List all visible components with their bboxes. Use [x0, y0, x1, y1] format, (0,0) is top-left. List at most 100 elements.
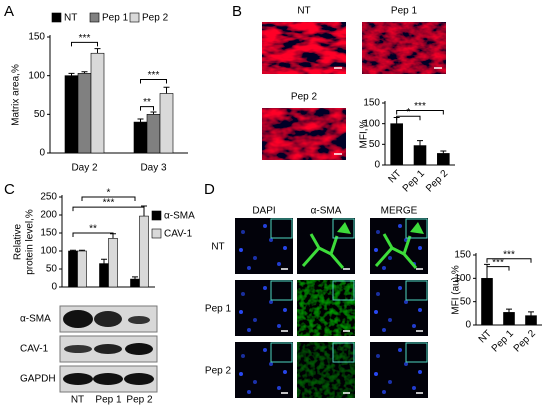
error-bar [68, 72, 75, 76]
nucleus [241, 230, 245, 234]
nucleus [247, 328, 251, 332]
significance-bracket [140, 106, 154, 111]
panel-label: A [4, 3, 14, 20]
micrograph [362, 22, 446, 74]
nucleus [382, 328, 386, 332]
x-tick-label: NT [477, 328, 494, 345]
nucleus [241, 354, 245, 358]
nucleus [398, 286, 402, 290]
nucleus [374, 310, 378, 314]
nucleus [247, 390, 251, 394]
nucleus [263, 286, 267, 290]
significance-label: *** [503, 249, 515, 260]
band [128, 316, 150, 324]
nucleus [283, 370, 287, 374]
significance-label: * [107, 188, 111, 199]
error-bar [94, 48, 101, 54]
nucleus [239, 310, 243, 314]
legend-swatch [151, 210, 162, 221]
nucleus [412, 386, 416, 390]
band [93, 373, 123, 385]
nucleus [418, 370, 422, 374]
micrograph [262, 108, 346, 160]
panel-label: D [204, 181, 215, 198]
panel-label: C [4, 181, 15, 198]
legend-swatch [129, 12, 140, 23]
nucleus [418, 246, 422, 250]
x-tick-label: NT [71, 395, 84, 406]
x-tick-label: Pep 1 [401, 168, 428, 195]
significance-bracket [72, 206, 145, 212]
nucleus [382, 390, 386, 394]
bar [437, 153, 450, 166]
y-tick-label: 50 [34, 109, 46, 120]
significance-label: *** [79, 33, 91, 44]
nucleus [277, 262, 281, 266]
nucleus [388, 256, 392, 260]
bar [68, 250, 78, 288]
error-bar [417, 140, 423, 146]
nucleus [398, 224, 402, 228]
error-bar [79, 249, 85, 251]
x-tick-label: Pep 1 [95, 395, 122, 406]
inset [270, 280, 293, 301]
blot-label: CAV-1 [20, 344, 49, 355]
nucleus [239, 248, 243, 252]
inset [270, 218, 293, 239]
nucleus [253, 380, 257, 384]
blot-label: GAPDH [20, 374, 56, 385]
bar [146, 114, 161, 154]
error-bar [150, 111, 157, 115]
y-axis-label: MFI (au),% [451, 265, 462, 315]
image-title: Pep 1 [391, 6, 418, 17]
panel-d-images: DAPI α-SMA MERGE NT Pep 1 Pep 2 [205, 206, 428, 398]
column-header: DAPI [252, 206, 275, 217]
blot-label: α-SMA [20, 314, 51, 325]
column-header: MERGE [381, 206, 418, 217]
nucleus [388, 380, 392, 384]
error-bar [440, 150, 447, 154]
error-bar [137, 118, 144, 123]
row-label: NT [211, 242, 224, 253]
y-tick-label: 0 [465, 320, 471, 331]
significance-label: *** [492, 257, 504, 268]
inset [405, 280, 428, 301]
bar [90, 52, 105, 154]
row-label: Pep 2 [205, 366, 232, 377]
y-tick-label: 50 [460, 296, 472, 307]
bar [133, 121, 148, 154]
error-bar [70, 249, 76, 251]
y-tick-label: 50 [369, 139, 381, 150]
y-tick-label: 150 [28, 32, 45, 43]
y-tick-label: 0 [39, 148, 45, 159]
y-tick-label: 50 [46, 264, 58, 275]
fiber [410, 222, 424, 234]
bar [108, 238, 118, 288]
significance-bracket [486, 266, 510, 271]
y-tick-label: 0 [374, 160, 380, 171]
significance-bracket [81, 196, 136, 201]
y-tick-label: 150 [363, 98, 380, 109]
nucleus [253, 318, 257, 322]
row-label: Pep 1 [205, 304, 232, 315]
bar [77, 250, 87, 288]
nucleus [283, 246, 287, 250]
bar [159, 93, 174, 154]
band [63, 373, 93, 385]
fiber [337, 222, 351, 234]
bar [481, 278, 493, 326]
significance-bracket [396, 115, 421, 121]
column-header: α-SMA [311, 206, 342, 217]
nucleus [418, 308, 422, 312]
nucleus [412, 324, 416, 328]
nucleus [241, 292, 245, 296]
nucleus [277, 324, 281, 328]
x-tick-label: Day 2 [71, 163, 98, 174]
panel-b-images: NT Pep 1 Pep 2 [262, 6, 446, 160]
nucleus [253, 256, 257, 260]
nucleus [269, 300, 273, 304]
significance-bracket [486, 258, 532, 263]
band [94, 311, 122, 327]
significance-label: ** [89, 224, 97, 235]
